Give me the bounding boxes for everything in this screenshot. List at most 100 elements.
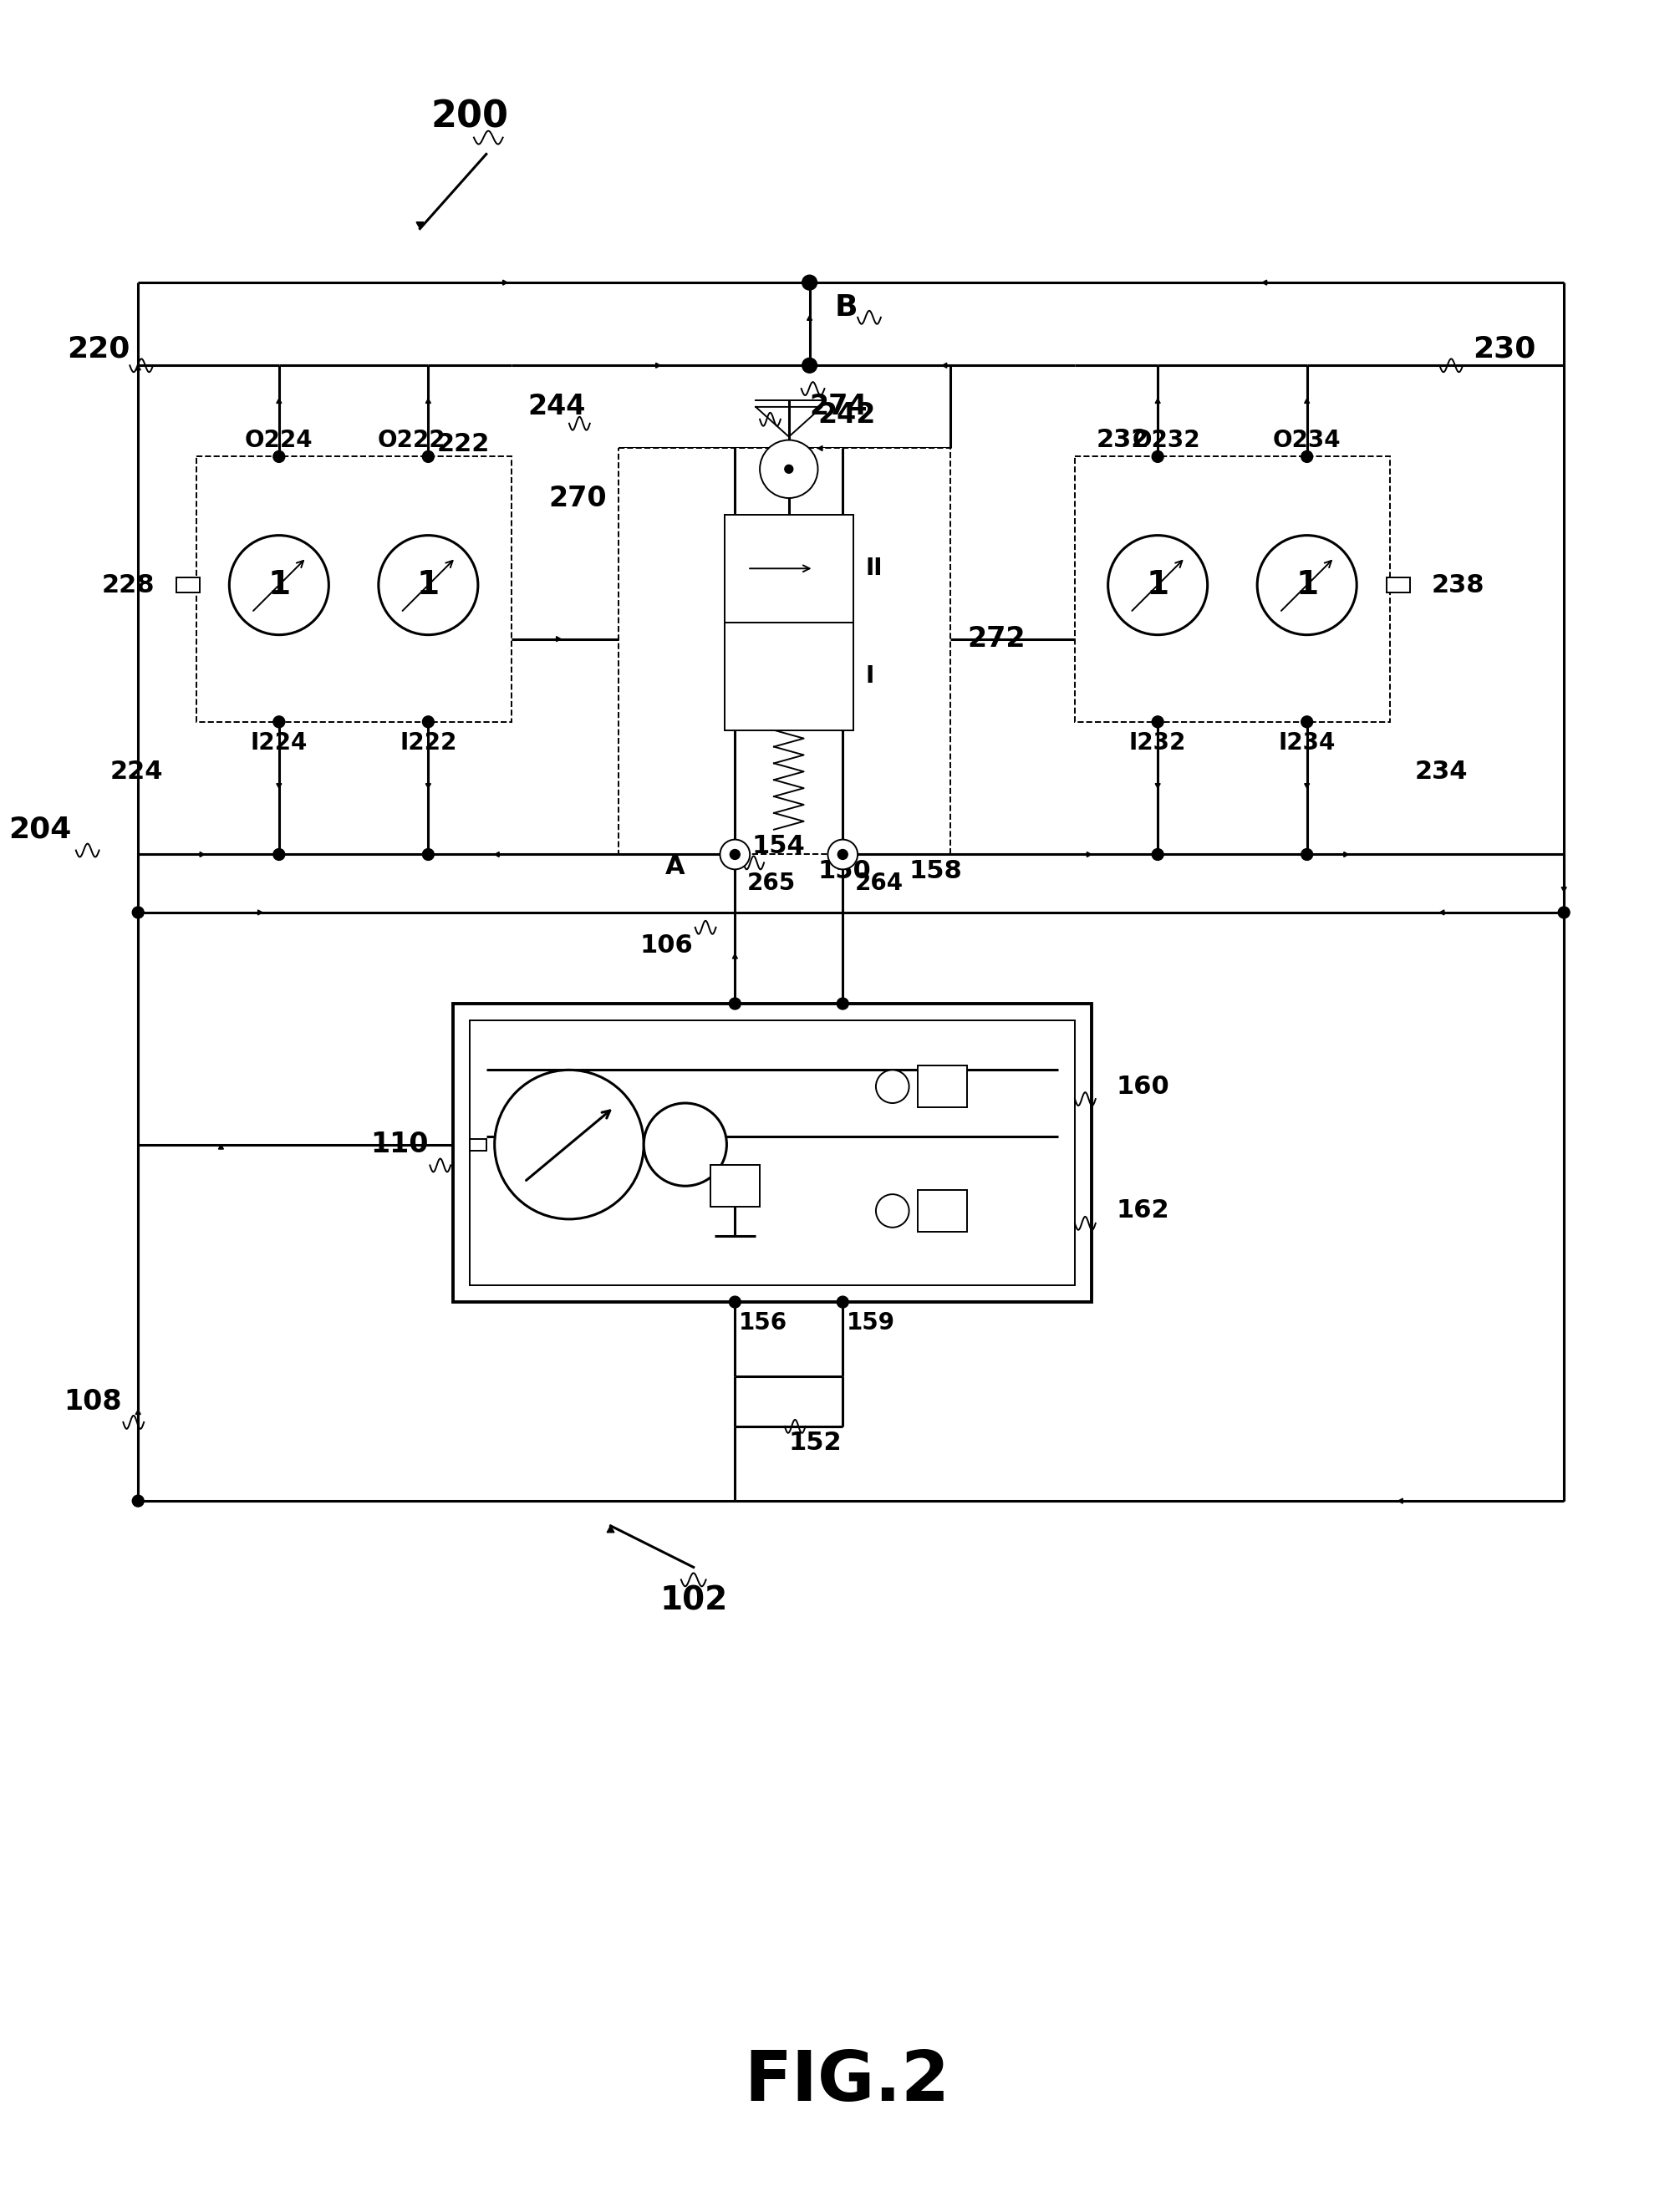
Text: I224: I224 [250,730,307,754]
Polygon shape [606,1526,615,1533]
Bar [917,1190,968,1232]
Bar [454,1004,1092,1303]
Circle shape [422,849,433,860]
Polygon shape [502,281,507,285]
Circle shape [837,998,848,1009]
Bar [176,577,200,593]
Bar [726,515,853,622]
Circle shape [1152,717,1164,728]
Polygon shape [942,363,948,367]
Circle shape [228,535,329,635]
Bar [917,1066,968,1108]
Text: 238: 238 [1431,573,1485,597]
Circle shape [422,451,433,462]
Polygon shape [1156,783,1161,787]
Text: 108: 108 [64,1387,121,1416]
Circle shape [274,717,286,728]
Text: 156: 156 [739,1312,788,1334]
Circle shape [1557,907,1569,918]
Circle shape [875,1194,909,1228]
Polygon shape [218,1144,223,1148]
Circle shape [422,717,433,728]
Text: I232: I232 [1129,730,1186,754]
Text: 234: 234 [1415,759,1468,783]
Polygon shape [136,365,141,369]
Polygon shape [1262,281,1267,285]
Circle shape [838,849,848,860]
Polygon shape [556,637,561,641]
Polygon shape [200,852,205,856]
Circle shape [875,1071,909,1104]
Polygon shape [425,398,430,403]
Polygon shape [655,363,660,367]
Circle shape [1257,535,1357,635]
Text: 102: 102 [660,1584,727,1617]
Text: 1: 1 [267,568,291,602]
Polygon shape [417,221,423,228]
Text: 1: 1 [1295,568,1319,602]
Bar [726,622,853,730]
Bar [618,449,951,854]
Circle shape [785,465,793,473]
Circle shape [1152,451,1164,462]
Text: 242: 242 [818,400,875,429]
Text: I: I [865,664,874,688]
Text: O234: O234 [1273,429,1341,451]
Text: 160: 160 [1116,1075,1169,1099]
Polygon shape [1156,398,1161,403]
Text: O224: O224 [245,429,312,451]
Polygon shape [277,398,282,403]
Text: A: A [665,854,685,878]
Circle shape [1152,849,1164,860]
Circle shape [643,1104,727,1186]
Text: w: w [727,1179,743,1194]
Polygon shape [1398,1498,1403,1504]
Circle shape [274,451,286,462]
Text: 274: 274 [810,394,867,420]
Circle shape [729,998,741,1009]
Text: 204: 204 [8,816,72,843]
Polygon shape [1087,852,1092,856]
Polygon shape [494,852,499,856]
Polygon shape [1344,852,1349,856]
Text: 159: 159 [847,1312,895,1334]
Text: 200: 200 [430,100,509,135]
Circle shape [274,849,286,860]
Text: O232: O232 [1132,429,1200,451]
Circle shape [828,841,858,869]
Circle shape [759,440,818,498]
Text: 224: 224 [109,759,163,783]
Bar [470,1139,486,1150]
Text: 154: 154 [751,834,805,858]
Text: 230: 230 [1473,334,1536,363]
Text: 264: 264 [855,872,904,896]
Text: 232: 232 [1097,427,1149,451]
Polygon shape [732,953,738,958]
Polygon shape [259,909,262,916]
Polygon shape [818,447,823,451]
Text: 150: 150 [818,858,872,883]
Circle shape [731,849,739,860]
Circle shape [1300,849,1312,860]
Circle shape [494,1071,643,1219]
Text: 162: 162 [1116,1199,1169,1223]
Polygon shape [277,783,282,787]
Text: 244: 244 [528,394,586,420]
Text: 106: 106 [640,933,694,958]
Text: 152: 152 [790,1431,842,1455]
Text: 220: 220 [67,334,129,363]
Polygon shape [1304,398,1309,403]
Bar [711,1166,759,1208]
Polygon shape [136,1409,141,1413]
Polygon shape [996,637,1000,641]
Text: 1: 1 [1146,568,1169,602]
Polygon shape [1561,887,1566,891]
Circle shape [837,1296,848,1307]
Circle shape [1109,535,1208,635]
Text: 265: 265 [748,872,796,896]
Circle shape [1300,451,1312,462]
Circle shape [721,841,749,869]
Text: 272: 272 [968,626,1025,653]
Text: 1: 1 [417,568,440,602]
Circle shape [133,1495,144,1506]
